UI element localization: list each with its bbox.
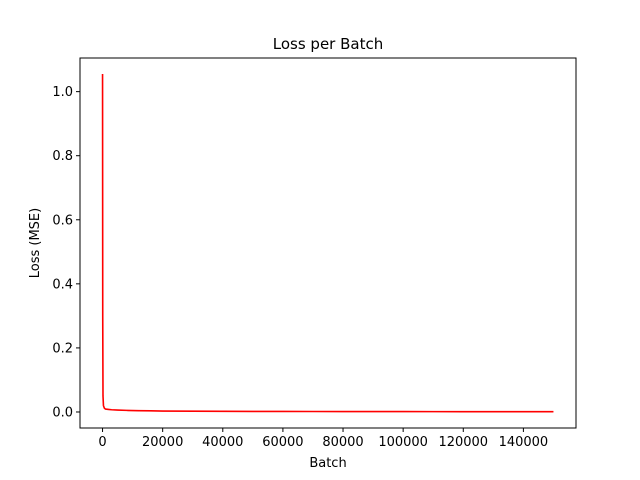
x-tick-label: 60000 bbox=[262, 435, 303, 450]
x-tick-label: 140000 bbox=[499, 435, 549, 450]
y-axis: 0.0 0.2 0.4 0.6 0.8 1.0 bbox=[52, 85, 80, 420]
y-tick-label: 0.2 bbox=[52, 341, 73, 356]
x-tick-label: 0 bbox=[98, 435, 106, 450]
y-tick-label: 0.4 bbox=[52, 277, 73, 292]
y-axis-label: Loss (MSE) bbox=[28, 208, 43, 278]
x-tick-label: 100000 bbox=[378, 435, 428, 450]
y-tick-label: 1.0 bbox=[52, 85, 73, 100]
data-layer bbox=[101, 74, 554, 413]
x-axis-label: Batch bbox=[309, 456, 346, 471]
x-tick-label: 20000 bbox=[142, 435, 183, 450]
y-tick-label: 0.6 bbox=[52, 213, 73, 228]
loss-series-line bbox=[101, 74, 554, 413]
chart-title: Loss per Batch bbox=[273, 35, 383, 53]
x-tick-label: 120000 bbox=[438, 435, 488, 450]
x-tick-label: 80000 bbox=[322, 435, 363, 450]
plot-frame bbox=[79, 57, 577, 429]
y-tick-label: 0.8 bbox=[52, 149, 73, 164]
y-tick-label: 0.0 bbox=[52, 405, 73, 420]
plot-area bbox=[80, 58, 576, 428]
x-axis: 0 20000 40000 60000 80000 100000 120000 140000 bbox=[98, 428, 548, 450]
x-tick-label: 40000 bbox=[202, 435, 243, 450]
